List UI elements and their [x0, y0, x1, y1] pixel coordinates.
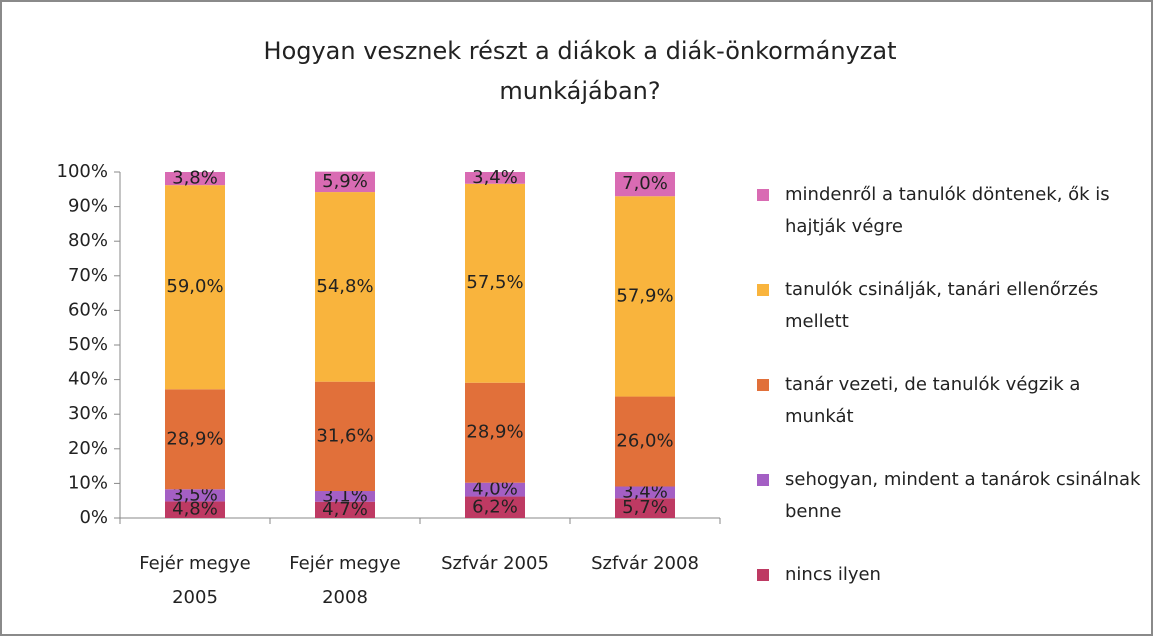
legend-label: tanár vezeti, de tanulók végzik a munkát [785, 374, 1080, 427]
bar-segment [315, 501, 375, 518]
value-label: 57,9% [616, 285, 673, 306]
bar-segment [615, 486, 675, 499]
value-label: 5,7% [622, 497, 668, 518]
value-label: 31,6% [316, 425, 373, 446]
legend-label: sehogyan, mindent a tanárok csinálnak ben… [785, 469, 1141, 522]
x-tick-label: Fejér megye 2008 [289, 553, 400, 608]
bar-segment [165, 489, 225, 502]
bar-segment [465, 482, 525, 497]
bar-segment [615, 196, 675, 397]
bar-segment [165, 501, 225, 518]
y-tick-label: 60% [68, 299, 108, 320]
legend-label: nincs ilyen [785, 564, 881, 585]
value-label: 57,5% [466, 272, 523, 293]
bar-segment [465, 382, 525, 483]
value-label: 28,9% [466, 422, 523, 443]
bar-segment [615, 172, 675, 197]
y-tick-label: 80% [68, 230, 108, 251]
value-label: 54,8% [316, 276, 373, 297]
legend-swatch [757, 379, 769, 391]
legend-swatch [757, 189, 769, 201]
value-label: 3,5% [172, 484, 218, 505]
legend-label: tanulók csinálják, tanári ellenőrzés mell… [785, 279, 1098, 332]
value-label: 6,2% [472, 496, 518, 517]
y-tick-label: 50% [68, 334, 108, 355]
bar-segment [315, 491, 375, 502]
y-tick-label: 70% [68, 265, 108, 286]
bar-segment [165, 172, 225, 186]
value-label: 7,0% [622, 173, 668, 194]
x-tick-label: Fejér megye 2005 [139, 553, 250, 608]
x-tick-label: Szfvár 2005 [441, 553, 549, 574]
value-label: 3,4% [472, 167, 518, 188]
bar-segment [315, 192, 375, 382]
bar-segment [615, 498, 675, 518]
value-label: 3,4% [622, 481, 668, 502]
value-label: 26,0% [616, 431, 673, 452]
value-label: 59,0% [166, 276, 223, 297]
value-label: 4,8% [172, 499, 218, 520]
legend-swatch [757, 474, 769, 486]
bar-segment [315, 171, 375, 193]
legend-swatch [757, 284, 769, 296]
y-tick-label: 0% [79, 507, 108, 528]
y-tick-label: 20% [68, 438, 108, 459]
bar-segment [465, 496, 525, 518]
bar-segment [615, 396, 675, 487]
value-label: 4,0% [472, 479, 518, 500]
bar-segment [165, 185, 225, 390]
legend-label: mindenről a tanulók döntenek, ők is hajtj… [785, 184, 1110, 237]
bar-segment [315, 381, 375, 492]
y-tick-label: 100% [57, 161, 108, 182]
value-label: 5,9% [322, 171, 368, 192]
x-tick-label: Szfvár 2008 [591, 553, 699, 574]
value-label: 3,8% [172, 168, 218, 189]
bar-segment [465, 183, 525, 383]
legend-swatch [757, 569, 769, 581]
y-tick-label: 40% [68, 369, 108, 390]
chart-title: Hogyan vesznek részt a diákok a diák-önk… [264, 37, 897, 105]
y-tick-label: 30% [68, 403, 108, 424]
value-label: 4,7% [322, 499, 368, 520]
bar-segment [165, 389, 225, 490]
y-tick-label: 10% [68, 472, 108, 493]
value-label: 28,9% [166, 428, 223, 449]
bar-segment [465, 172, 525, 184]
y-tick-label: 90% [68, 196, 108, 217]
